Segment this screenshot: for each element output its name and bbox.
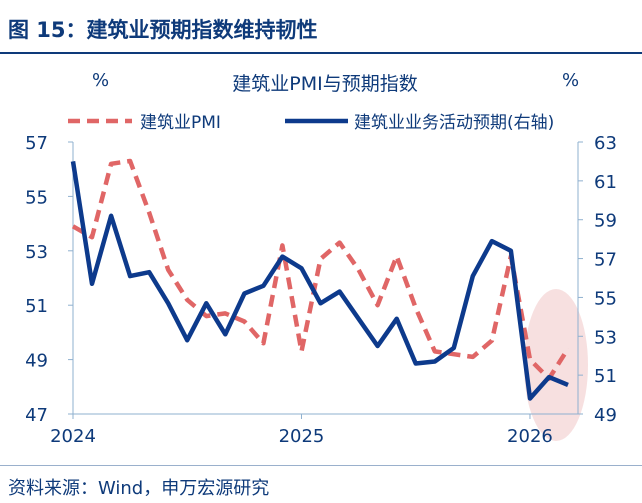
x-tick-label: 2024	[50, 426, 96, 447]
x-tick-label: 2025	[279, 426, 325, 447]
series-line-business-expectation	[70, 161, 569, 401]
left-unit-label: %	[92, 70, 109, 91]
right-tick-label: 55	[594, 288, 617, 309]
title-divider	[0, 52, 642, 54]
left-tick-label: 53	[25, 242, 48, 263]
right-tick-label: 53	[594, 327, 617, 348]
right-tick-label: 61	[594, 172, 617, 193]
right-tick-label: 59	[594, 211, 617, 232]
left-tick-label: 57	[25, 133, 48, 154]
x-tick-label: 2026	[507, 426, 553, 447]
left-tick-label: 55	[25, 187, 48, 208]
legend-label-expectation: 建筑业业务活动预期(右轴)	[354, 113, 554, 133]
figure-title: 图 15：建筑业预期指数维持韧性	[8, 18, 318, 42]
left-tick-label: 51	[25, 296, 48, 317]
right-tick-label: 51	[594, 366, 617, 387]
left-tick-label: 47	[25, 405, 48, 426]
legend-label-pmi: 建筑业PMI	[140, 113, 221, 133]
highlight-ellipse	[524, 289, 588, 441]
right-tick-label: 63	[594, 133, 617, 154]
right-tick-label: 49	[594, 405, 617, 426]
left-tick-label: 49	[25, 351, 48, 372]
series-line-construction-pmi	[71, 158, 570, 381]
right-unit-label: %	[562, 70, 579, 91]
right-tick-label: 57	[594, 250, 617, 271]
chart-title: 建筑业PMI与预期指数	[232, 73, 417, 95]
source-note: 资料来源：Wind，申万宏源研究	[8, 478, 270, 499]
source-divider	[0, 465, 642, 466]
